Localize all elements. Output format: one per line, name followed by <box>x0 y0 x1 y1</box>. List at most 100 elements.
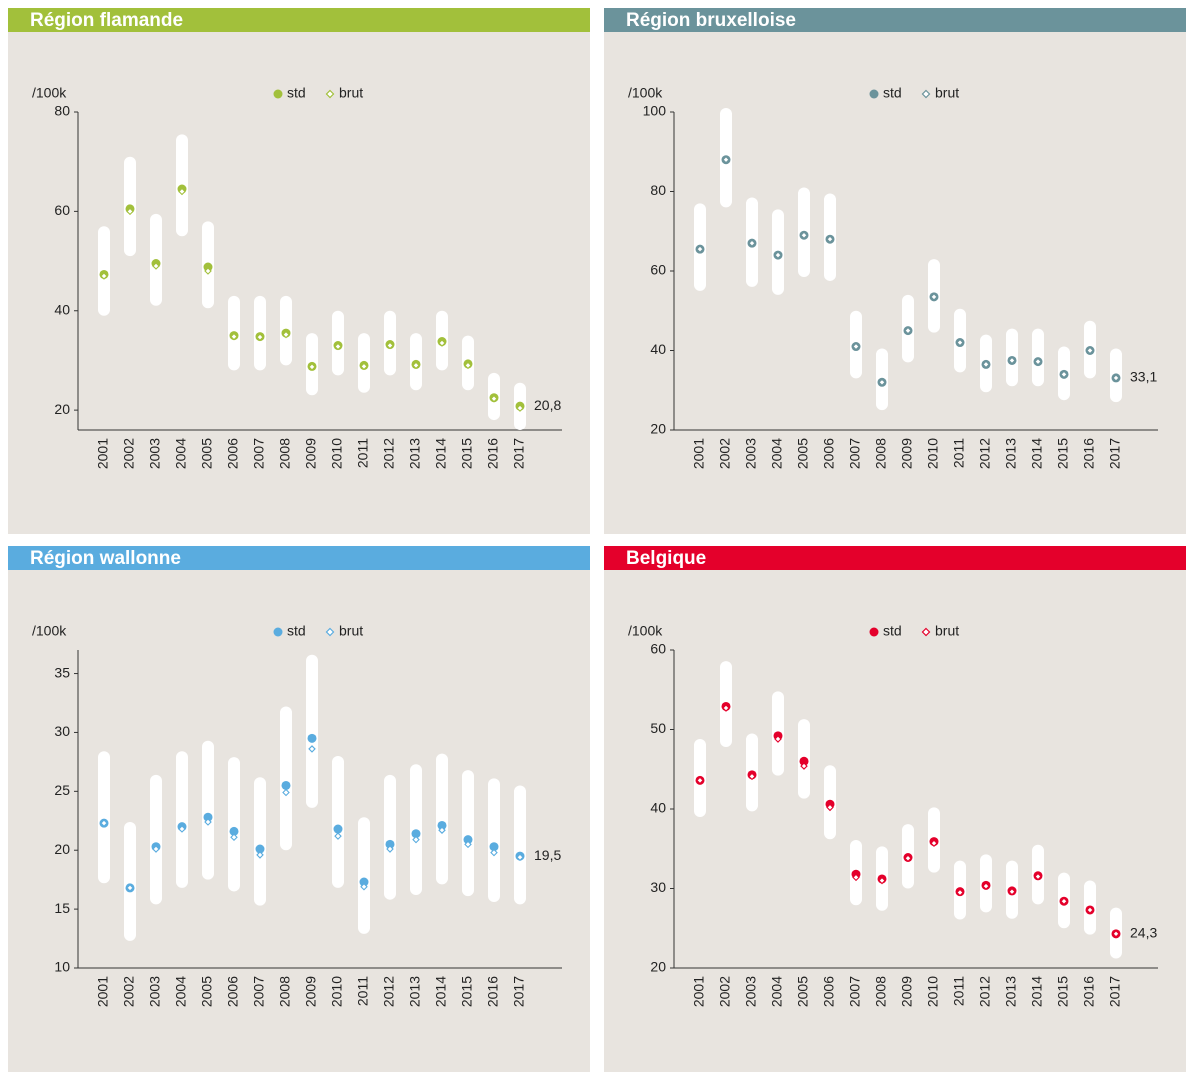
brut-point <box>774 251 782 259</box>
confidence-interval <box>176 751 188 888</box>
std-point <box>203 262 213 272</box>
x-tick-label: 2014 <box>1029 976 1045 1007</box>
confidence-interval <box>98 751 110 884</box>
x-tick-label: 2004 <box>769 976 785 1007</box>
x-tick-label: 2008 <box>873 438 889 469</box>
y-tick-label: 50 <box>650 720 666 736</box>
y-tick-label: 40 <box>54 301 70 317</box>
y-tick-label: 60 <box>650 262 666 278</box>
std-point <box>489 842 499 852</box>
y-tick-label: 20 <box>650 959 666 975</box>
x-tick-label: 2014 <box>1029 438 1045 469</box>
brut-point <box>696 245 704 253</box>
y-tick-label: 60 <box>54 202 70 218</box>
x-tick-label: 2002 <box>121 438 137 469</box>
y-axis-label: /100k <box>628 623 663 639</box>
confidence-interval <box>462 770 474 897</box>
brut-point <box>308 745 316 753</box>
brut-point <box>516 404 524 412</box>
x-tick-label: 2007 <box>251 438 267 469</box>
x-tick-label: 2002 <box>717 976 733 1007</box>
legend-label: brut <box>339 85 363 101</box>
brut-point <box>126 207 134 216</box>
x-tick-label: 2005 <box>199 976 215 1007</box>
legend-label: std <box>287 85 306 101</box>
brut-point <box>852 873 860 882</box>
confidence-interval <box>436 753 448 885</box>
brut-point <box>334 342 342 351</box>
brut-point <box>722 155 730 164</box>
brut-point <box>464 361 472 370</box>
brut-point <box>826 235 834 243</box>
brut-point <box>516 853 524 862</box>
std-point <box>359 877 369 887</box>
legend-marker <box>273 627 283 637</box>
brut-point <box>230 833 238 842</box>
x-tick-label: 2010 <box>329 438 345 469</box>
x-tick-label: 2017 <box>511 438 527 469</box>
confidence-interval <box>254 777 266 906</box>
x-tick-label: 2015 <box>1055 438 1071 469</box>
brut-point <box>956 338 964 347</box>
x-tick-label: 2013 <box>407 438 423 469</box>
y-tick-label: 20 <box>54 401 70 417</box>
x-tick-label: 2004 <box>769 438 785 469</box>
x-tick-label: 2007 <box>847 976 863 1007</box>
x-tick-label: 2016 <box>485 438 501 469</box>
brut-point <box>386 845 394 853</box>
x-tick-label: 2003 <box>147 976 163 1007</box>
value-label: 33,1 <box>1130 369 1157 385</box>
x-tick-label: 2012 <box>381 438 397 469</box>
y-tick-label: 20 <box>650 421 666 437</box>
x-tick-label: 2005 <box>795 976 811 1007</box>
legend-label: std <box>883 623 902 639</box>
brut-point <box>852 342 860 351</box>
x-tick-label: 2008 <box>277 976 293 1007</box>
brut-point <box>282 788 290 797</box>
brut-point <box>438 339 446 347</box>
brut-point <box>1112 374 1120 382</box>
std-point <box>463 835 473 845</box>
brut-point <box>308 363 316 371</box>
x-tick-label: 2011 <box>355 976 371 1006</box>
brut-point <box>464 840 472 849</box>
y-tick-label: 30 <box>650 879 666 895</box>
confidence-interval <box>228 757 240 892</box>
x-tick-label: 2005 <box>795 438 811 469</box>
brut-point <box>152 262 160 270</box>
confidence-interval <box>306 654 318 808</box>
legend-marker <box>921 89 931 99</box>
y-axis-label: /100k <box>32 85 67 101</box>
brut-point <box>412 835 420 844</box>
legend-label: std <box>883 85 902 101</box>
x-tick-label: 2010 <box>329 976 345 1007</box>
confidence-interval <box>280 706 292 851</box>
panel-header <box>604 8 1186 32</box>
legend-marker <box>869 89 879 99</box>
x-tick-label: 2007 <box>847 438 863 469</box>
brut-point <box>438 826 446 834</box>
panel-header <box>8 8 590 32</box>
brut-point <box>204 818 212 826</box>
brut-point <box>904 854 912 863</box>
y-tick-label: 80 <box>650 182 666 198</box>
panel-header <box>604 546 1186 570</box>
brut-point <box>722 704 730 712</box>
brut-point <box>282 330 290 339</box>
brut-point <box>904 326 912 335</box>
brut-point <box>204 267 212 275</box>
legend-marker <box>325 89 335 99</box>
std-point <box>307 733 317 743</box>
x-tick-label: 2013 <box>1003 976 1019 1007</box>
x-tick-label: 2002 <box>717 438 733 469</box>
confidence-interval <box>488 778 500 903</box>
brut-point <box>878 378 886 387</box>
y-tick-label: 40 <box>650 341 666 357</box>
brut-point <box>178 187 186 196</box>
x-tick-label: 2003 <box>743 976 759 1007</box>
x-tick-label: 2012 <box>977 438 993 469</box>
y-tick-label: 100 <box>643 103 667 119</box>
x-tick-label: 2004 <box>173 976 189 1007</box>
x-tick-label: 2011 <box>355 438 371 468</box>
y-tick-label: 40 <box>650 800 666 816</box>
